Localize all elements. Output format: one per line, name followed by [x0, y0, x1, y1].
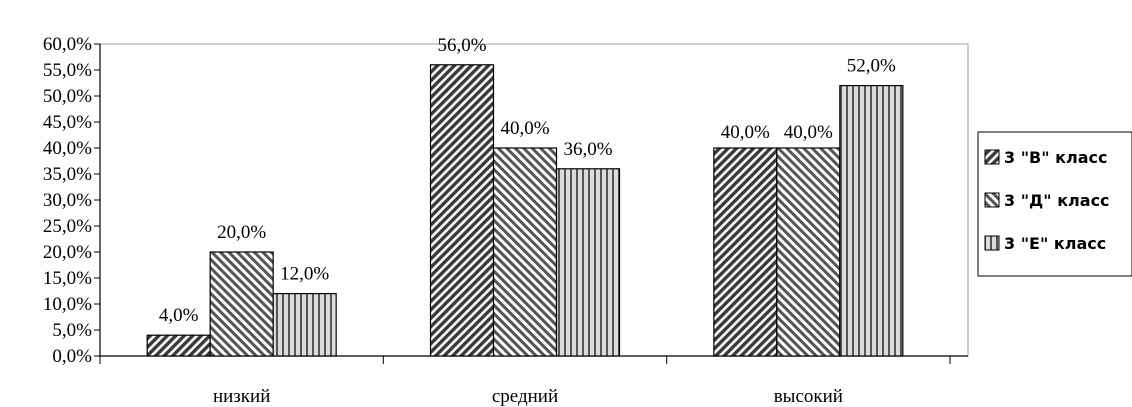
data-label: 36,0%	[563, 139, 612, 160]
y-tick-label: 60,0%	[43, 34, 92, 55]
bar-1-2	[776, 147, 841, 357]
y-tick-label: 30,0%	[43, 190, 92, 211]
y-axis: 0,0% 5,0% 10,0% 15,0% 20,0% 25,0% 30,0% 35,0% 40…	[43, 34, 101, 367]
legend: 3 "В" класс 3 "Д" класс 3 "Е" класс	[977, 131, 1132, 277]
data-labels: 4,0% 56,0% 40,0% 20,0% 40,0% 40,0% 12,0% 36,0% 5…	[159, 35, 896, 326]
bars	[146, 64, 904, 357]
legend-swatch-1	[984, 192, 1000, 208]
bar-2-0	[272, 293, 337, 357]
x-category-label: низкий	[213, 386, 270, 407]
legend-label: 3 "Д" класс	[1004, 191, 1110, 210]
data-label: 40,0%	[500, 118, 549, 139]
y-tick-label: 0,0%	[52, 346, 92, 367]
y-tick-label: 40,0%	[43, 138, 92, 159]
y-tick-label: 25,0%	[43, 216, 92, 237]
y-tick-label: 55,0%	[43, 60, 92, 81]
y-tick-label: 20,0%	[43, 242, 92, 263]
bar-2-2	[839, 84, 904, 357]
data-label: 40,0%	[721, 122, 770, 143]
data-label: 52,0%	[847, 56, 896, 77]
y-tick-label: 5,0%	[52, 320, 92, 341]
legend-swatch-0	[984, 149, 1000, 165]
data-label: 40,0%	[784, 122, 833, 143]
x-axis: низкий средний высокий	[99, 355, 968, 407]
x-category-label: средний	[492, 386, 558, 407]
y-tick-label: 45,0%	[43, 112, 92, 133]
legend-label: 3 "Е" класс	[1004, 234, 1106, 253]
legend-label: 3 "В" класс	[1004, 148, 1107, 167]
x-category-label: высокий	[774, 386, 843, 407]
data-label: 20,0%	[217, 222, 266, 243]
bar-1-1	[492, 147, 558, 357]
y-tick-label: 10,0%	[43, 294, 92, 315]
bar-2-1	[555, 168, 621, 357]
y-tick-label: 15,0%	[43, 268, 92, 289]
bar-1-0	[209, 251, 274, 357]
data-label: 56,0%	[437, 35, 486, 56]
legend-box	[977, 131, 1132, 277]
y-tick-label: 35,0%	[43, 164, 92, 185]
bar-0-0	[146, 334, 211, 357]
data-label: 12,0%	[280, 264, 329, 285]
bar-0-1	[429, 64, 495, 357]
legend-swatch-2	[984, 235, 1000, 251]
y-tick-label: 50,0%	[43, 86, 92, 107]
data-label: 4,0%	[159, 305, 199, 326]
bar-0-2	[713, 147, 778, 357]
